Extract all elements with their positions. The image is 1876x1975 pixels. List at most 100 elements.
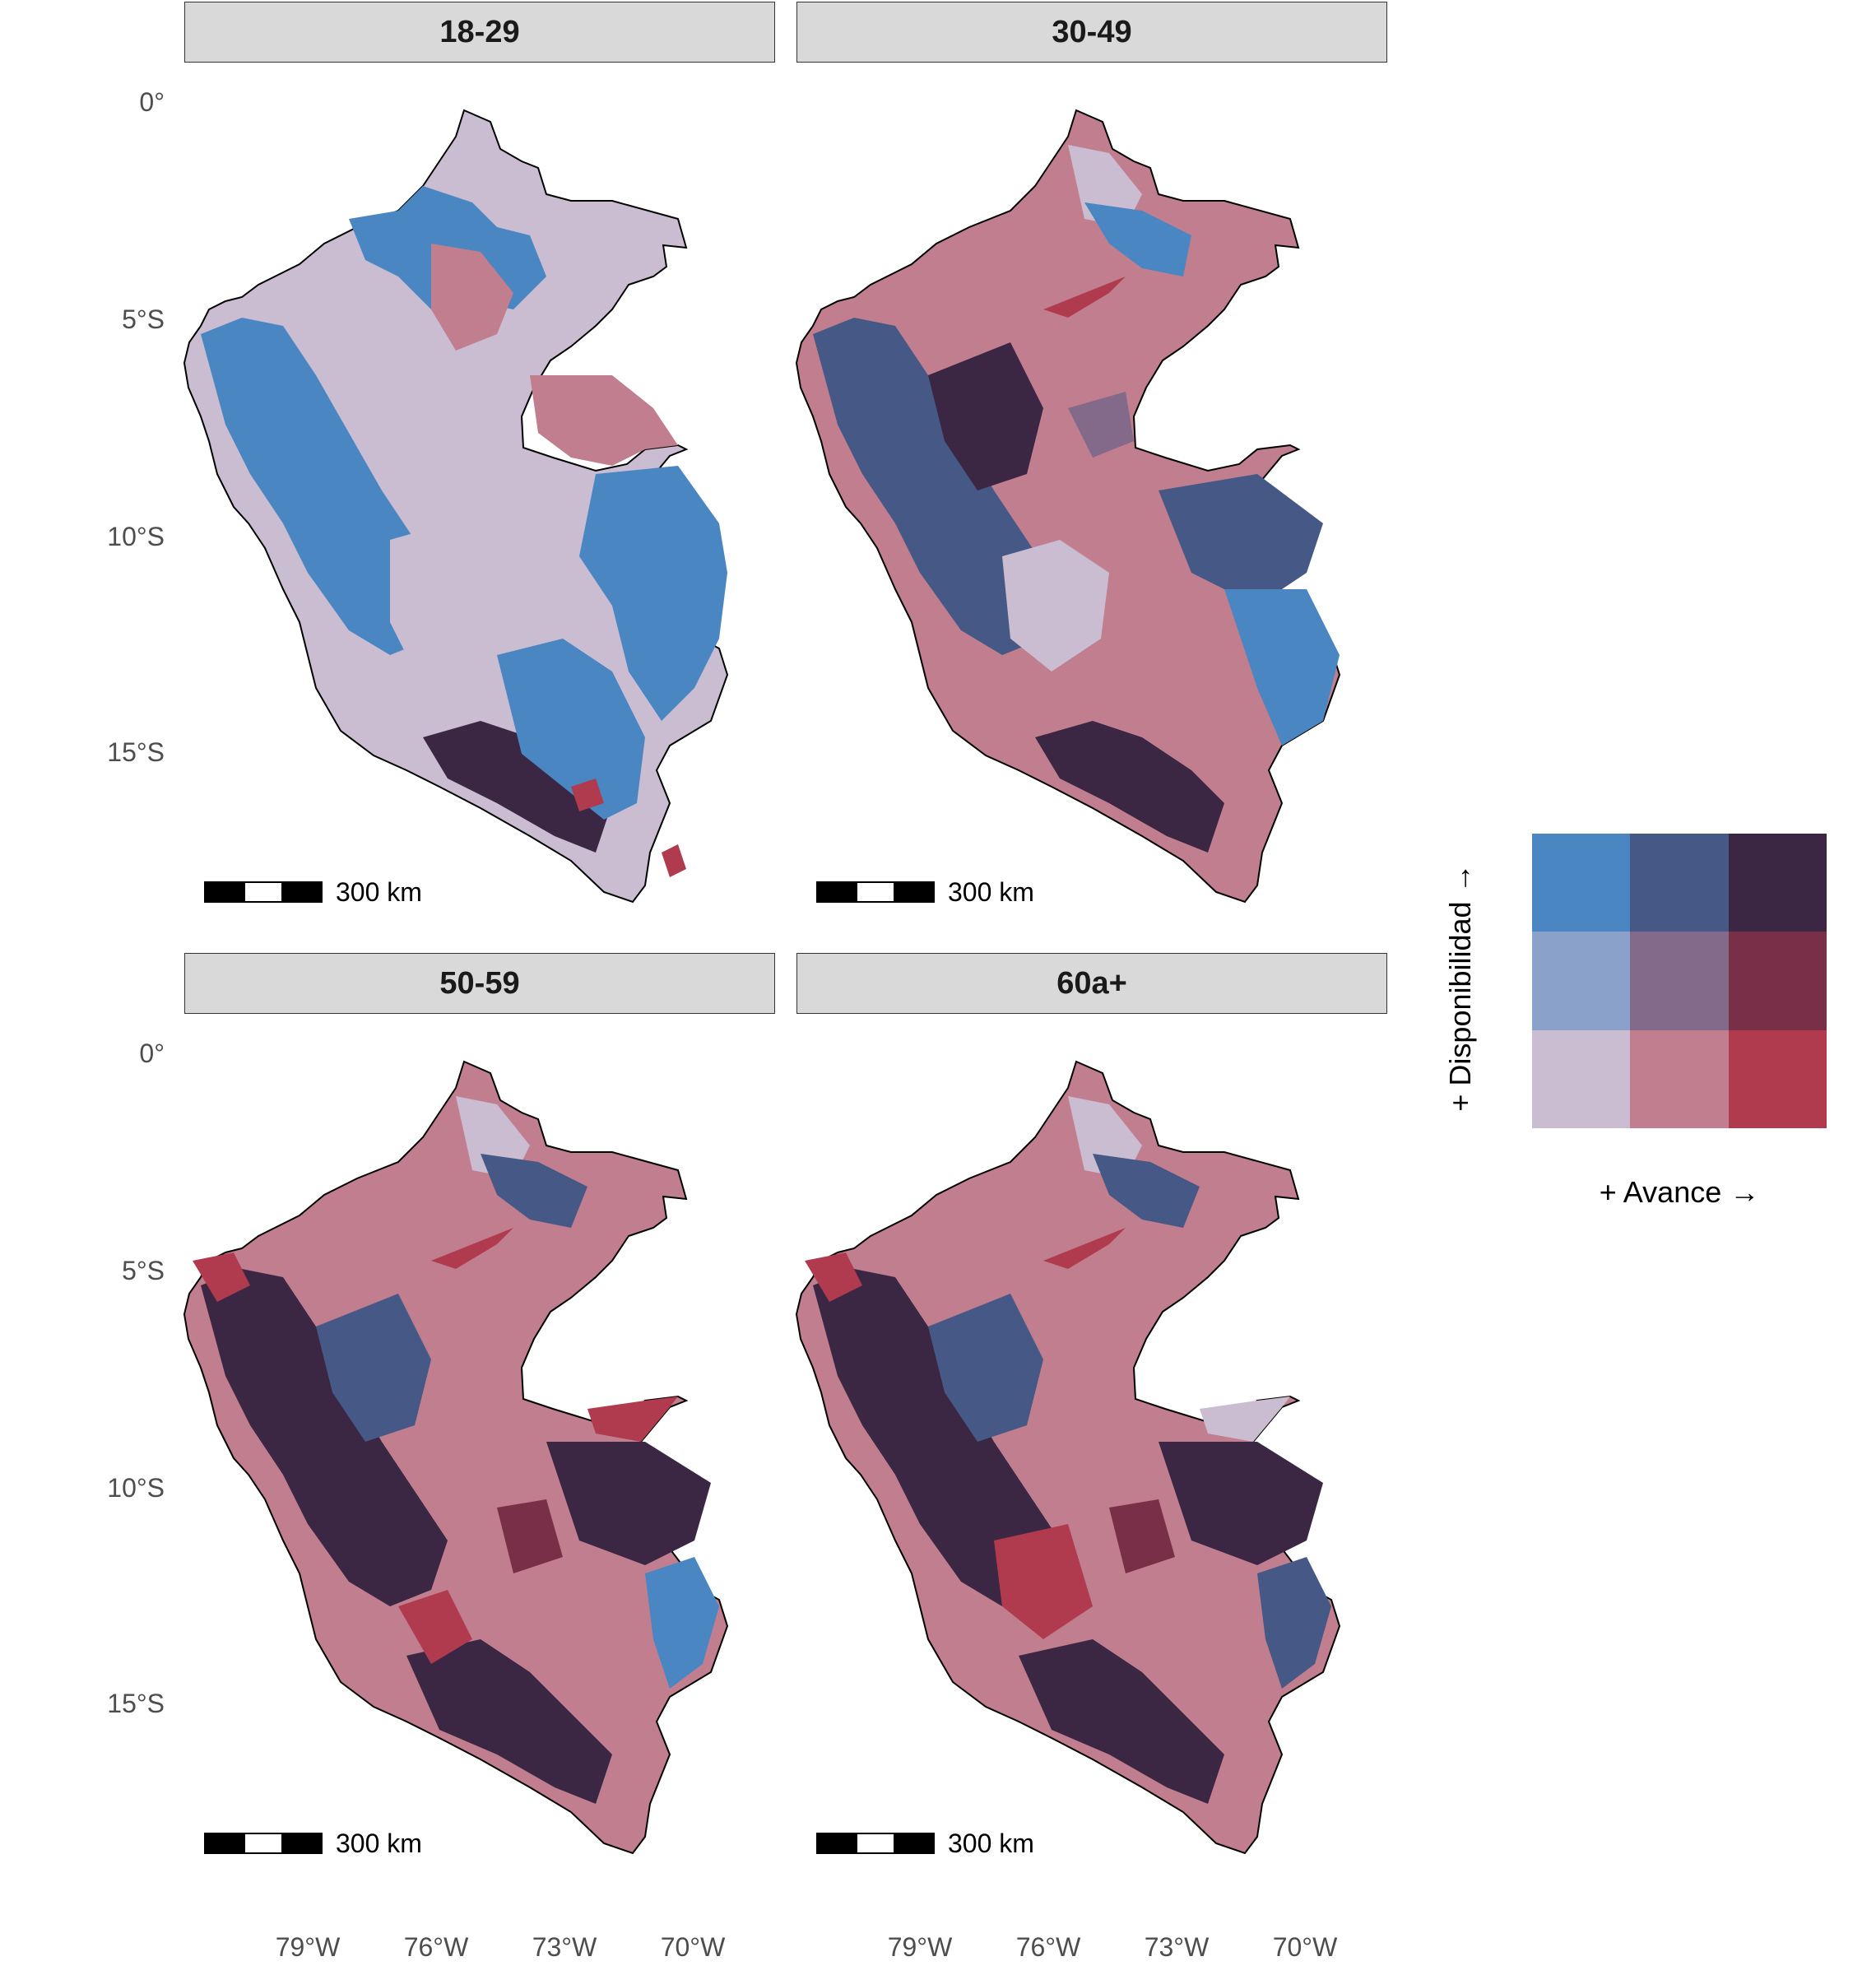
facet-panel-60a-plus: 60a+ 300 km <box>795 953 1389 1906</box>
legend-cell <box>1728 932 1827 1030</box>
facet-panel-30-49: 30-49 300 km <box>795 2 1389 955</box>
region-north-darkblue <box>481 1154 587 1228</box>
scale-bar-label: 300 km <box>948 876 1034 907</box>
region-center-darkblue <box>316 1294 431 1442</box>
scale-bar-label: 300 km <box>336 1828 422 1858</box>
region-north-blue <box>1084 202 1191 276</box>
x-tick-label: 76°W <box>1015 1932 1081 1962</box>
peru-outline <box>795 109 1341 904</box>
region-southeast-blue <box>645 1557 719 1689</box>
region-east-dark <box>546 1442 711 1565</box>
scale-bar-label: 300 km <box>948 1828 1034 1858</box>
legend-cell <box>1728 834 1827 932</box>
region-center-wine <box>497 1499 563 1573</box>
region-center-wine <box>1109 1499 1175 1573</box>
scale-bar-segment <box>856 881 895 903</box>
x-tick-label: 73°W <box>1144 1932 1210 1962</box>
scale-bar-segment <box>816 881 856 903</box>
y-tick-label: 10°S <box>107 522 165 551</box>
region-pink <box>431 244 513 351</box>
region-south-dark <box>1019 1639 1224 1804</box>
legend-y-label: + Disponibilidad → <box>1443 863 1477 1112</box>
region-north-pale <box>456 1096 530 1178</box>
map-60a-plus <box>795 1060 1341 1855</box>
region-north-pale <box>1068 145 1142 227</box>
facet-strip: 50-59 <box>184 953 775 1014</box>
region-red-stripe <box>1043 1228 1126 1269</box>
map-30-49 <box>795 109 1341 904</box>
facet-panel-50-59: 50-59 300 km <box>183 953 777 1906</box>
scale-bar-segment <box>856 1833 895 1854</box>
map-18-29 <box>183 109 729 904</box>
region-northwest-red <box>193 1252 250 1302</box>
map-50-59 <box>183 1060 729 1855</box>
x-tick-label: 73°W <box>532 1932 597 1962</box>
scale-bar-segment <box>816 1833 856 1854</box>
facet-strip: 60a+ <box>796 953 1387 1014</box>
x-tick-label: 76°W <box>403 1932 469 1962</box>
region-south-blue <box>497 639 645 820</box>
x-tick-label: 70°W <box>660 1932 726 1962</box>
y-tick-label: 15°S <box>107 737 165 767</box>
scale-bar: 300 km <box>204 877 422 907</box>
y-tick-label: 10°S <box>107 1473 165 1503</box>
legend-cell <box>1532 834 1631 932</box>
region-red-stripe <box>1043 276 1126 318</box>
facet-panel-18-29: 18-29 300 km <box>183 2 777 955</box>
y-tick-label: 0° <box>139 1039 165 1068</box>
legend-cell <box>1728 1029 1827 1128</box>
region-center-darkblue <box>928 1294 1043 1442</box>
scale-bar-segment <box>895 881 935 903</box>
region-southeast-darkblue <box>1257 1557 1331 1689</box>
region-center-red <box>398 1590 472 1664</box>
scale-bar-segment <box>244 1833 283 1854</box>
scale-bar-segment <box>204 1833 244 1854</box>
region-east-pink <box>530 375 678 466</box>
legend-cell <box>1630 834 1729 932</box>
scale-bar-segment <box>204 881 244 903</box>
legend-cell <box>1532 1029 1631 1128</box>
y-tick-label: 0° <box>139 87 165 117</box>
x-tick-label: 79°W <box>887 1932 953 1962</box>
region-south-dark <box>406 1639 612 1804</box>
facet-strip: 30-49 <box>796 2 1387 63</box>
y-tick-label: 15°S <box>107 1689 165 1718</box>
scale-bar: 300 km <box>816 1829 1034 1858</box>
region-center-pale <box>390 523 497 688</box>
region-east-red <box>587 1396 678 1442</box>
region-east-dark <box>1159 1442 1323 1565</box>
x-tick-label: 70°W <box>1272 1932 1338 1962</box>
region-north-darkblue <box>1093 1154 1200 1228</box>
region-lake-red <box>662 844 686 877</box>
region-southeast-blue <box>579 466 727 721</box>
scale-bar-segment <box>244 881 283 903</box>
region-coast-blue <box>201 318 448 655</box>
y-tick-label: 5°S <box>122 1256 165 1285</box>
region-center-pale <box>1002 540 1109 672</box>
region-southeast-blue <box>1224 589 1340 746</box>
region-mauve <box>1068 392 1134 458</box>
region-dot-red <box>571 778 604 811</box>
facet-strip: 18-29 <box>184 2 775 63</box>
y-tick-label: 5°S <box>122 304 165 334</box>
region-red-stripe <box>431 1228 513 1269</box>
region-south-dark <box>1035 721 1224 853</box>
scale-bar-segment <box>895 1833 935 1854</box>
region-center-red <box>994 1524 1093 1639</box>
region-north-pale <box>1068 1096 1142 1178</box>
region-coast-dark <box>813 1269 1060 1606</box>
region-coast-dark <box>201 1269 448 1606</box>
legend-cell <box>1532 932 1631 1030</box>
region-south-dark <box>423 721 612 853</box>
scale-bar-label: 300 km <box>336 876 422 907</box>
region-northwest-red <box>805 1252 862 1302</box>
region-coast-dark <box>813 318 1060 655</box>
region-east-pale <box>1200 1396 1290 1442</box>
legend-cell <box>1630 1029 1729 1128</box>
bivariate-legend <box>1532 834 1827 1128</box>
scale-bar-segment <box>283 1833 323 1854</box>
region-east-darkblue <box>1159 474 1323 606</box>
scale-bar: 300 km <box>816 877 1034 907</box>
scale-bar-segment <box>283 881 323 903</box>
legend-x-label: + Avance → <box>1599 1175 1760 1209</box>
